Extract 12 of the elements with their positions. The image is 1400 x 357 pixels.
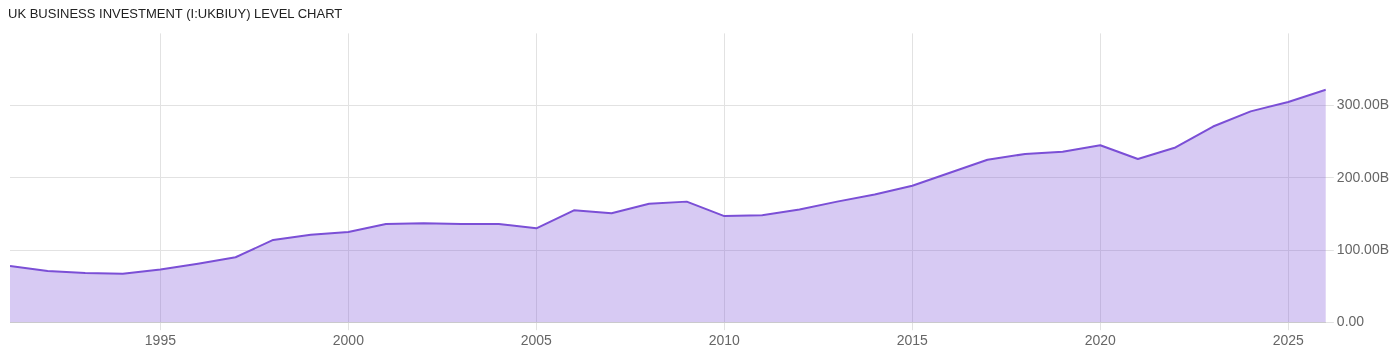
x-tick-label: 2015	[896, 332, 929, 349]
x-tick-label: 2005	[520, 332, 553, 349]
y-tick-label: 100.00B	[1336, 240, 1390, 257]
x-tick-label: 2020	[1084, 332, 1117, 349]
y-tick-label: 0.00	[1336, 313, 1365, 330]
x-tick-label: 1995	[144, 332, 177, 349]
x-tick-label: 2000	[332, 332, 365, 349]
chart-title: UK BUSINESS INVESTMENT (I:UKBIUY) LEVEL CHART	[8, 6, 343, 21]
x-tick-label: 2010	[708, 332, 741, 349]
y-tick-label: 300.00B	[1336, 96, 1390, 113]
y-tick-label: 200.00B	[1336, 168, 1390, 185]
x-tick-label: 2025	[1272, 332, 1305, 349]
